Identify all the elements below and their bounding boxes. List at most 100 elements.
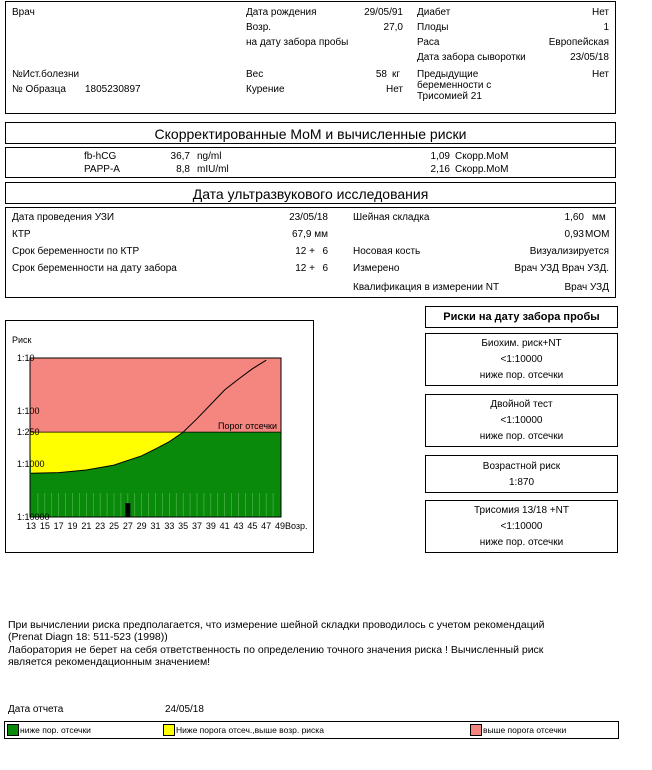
crl-label: КТР [12,229,31,240]
risk-panel-name: Биохим. риск+NT [481,338,562,349]
risk-panel-trisomy: Трисомия 13/18 +NT <1:10000 ниже пор. от… [425,500,618,553]
serum-date-value: 23/05/18 [570,52,609,63]
mom-row-unit: ng/ml [197,151,222,162]
risks-title-box [425,306,618,328]
x-tick-label: 39 [206,521,216,531]
mom-row-unit: mIU/ml [197,164,229,175]
weight-value: 58 [375,69,387,80]
mom-row-mom-label: Скорр.MoM [455,151,509,162]
mom-row-value: 8,8 [176,164,190,175]
x-tick-label: 49 [275,521,285,531]
measured-label: Измерено [353,263,400,274]
serum-date-label: Дата забора сыворотки [417,52,526,63]
x-tick-label: 27 [123,521,133,531]
prev-label-1: Предыдущие [417,69,479,80]
risk-panel-age: Возрастной риск 1:870 [425,455,618,493]
mom-row-name: fb-hCG [84,151,117,162]
y-tick-label: 1:10000 [17,512,50,522]
ga-sample-weeks: 12 + [295,263,315,274]
mom-row-mom: 1,09 [430,151,450,162]
x-tick-label: 37 [192,521,202,531]
prev-label-2: беременности с [417,80,492,91]
age-label: Возр. [246,22,272,33]
age-risk-curve [30,359,267,474]
x-tick-label: 33 [164,521,174,531]
weight-label: Вес [246,69,264,80]
x-tick-label: 41 [220,521,230,531]
weight-unit: кг [392,69,401,80]
nt-mom: 0,93 [564,229,584,240]
patient-risk-marker [125,503,131,517]
chart-risk-label: Риск [12,335,32,345]
x-tick-label: 35 [178,521,188,531]
risk-chart-box [5,320,314,553]
measured-value: Врач УЗД Врач УЗД. [514,263,609,274]
dob-value: 29/05/91 [364,7,403,18]
report-date-value: 24/05/18 [165,704,204,715]
risk-panel-value: <1:10000 [500,415,543,426]
fetus-label: Плоды [417,22,449,33]
legend-green-swatch [7,724,19,736]
legend-red-label: выше порога отсечки [483,725,567,735]
risk-panel-note: ниже пор. отсечки [479,537,564,548]
ga-crl-label: Срок беременности по КТР [12,246,140,257]
mom-row-name: PAPP-A [84,164,120,175]
y-tick-label: 1:250 [17,427,40,437]
sample-value: 1805230897 [85,84,141,95]
qual-value: Врач УЗД [564,282,609,293]
age-value: 27,0 [383,22,403,33]
nasal-label: Носовая кость [353,246,421,257]
ga-sample-label: Срок беременности на дату забора [12,263,177,274]
risks-title: Риски на дату забора пробы [443,311,600,323]
legend-green-label: ниже пор. отсечки [20,725,91,735]
note-line-3: Лаборатория не берет на себя ответственн… [8,644,544,656]
mom-title-box [5,122,616,144]
us-data-box [5,207,616,298]
risk-panel-value: <1:10000 [500,521,543,532]
nt-value: 1,60 [564,212,584,223]
prev-label-3: Трисомией 21 [417,91,482,102]
legend-yellow-label: Ниже порога отсеч.,выше возр. риска [176,725,324,735]
mom-row-value: 36,7 [170,151,190,162]
risk-panel-note: ниже пор. отсечки [479,370,564,381]
nasal-value: Визуализируется [529,246,609,257]
x-tick-label: 21 [81,521,91,531]
legend-box [4,721,619,739]
risk-panel-name: Возрастной риск [482,461,561,472]
us-section-title: Дата ультразвукового исследования [192,186,429,202]
diabetes-value: Нет [591,7,609,18]
risk-panel-double: Двойной тест <1:10000 ниже пор. отсечки [425,394,618,447]
patient-info-box [5,1,616,114]
mom-row-mom: 2,16 [430,164,450,175]
x-tick-label: 29 [137,521,147,531]
risk-panel-biochem: Биохим. риск+NT <1:10000 ниже пор. отсеч… [425,333,618,386]
nt-label: Шейная складка [353,212,430,223]
age-note: на дату забора пробы [246,37,349,48]
qual-label: Квалификация в измерении NT [353,282,500,293]
mom-row-mom-label: Скорр.MoM [455,164,509,175]
x-tick-label: 23 [95,521,105,531]
legend-red-swatch [470,724,482,736]
risk-panel-note: ниже пор. отсечки [479,431,564,442]
risk-panel-value: 1:870 [508,477,535,488]
risk-zone-above-cutoff [30,358,281,433]
risk-panel-value: <1:10000 [500,354,543,365]
us-date-label: Дата проведения УЗИ [12,212,115,223]
y-tick-label: 1:100 [17,406,40,416]
x-tick-label: 13 [26,521,36,531]
legend-yellow-swatch [163,724,175,736]
nt-mom-unit: MOM [585,229,610,240]
cutoff-label: Порог отсечки [218,421,277,431]
smoking-value: Нет [385,84,403,95]
fetus-value: 1 [603,22,609,33]
risk-chart: Порог отсечки 1:10 1:100 1:250 1:1000 1:10000… [17,353,308,531]
x-tick-label: 45 [247,521,257,531]
note-line-4: является рекомендационным значением! [8,656,211,668]
dob-label: Дата рождения [246,7,317,18]
note-line-1: При вычислении риска предполагается, что… [8,619,545,631]
x-tick-label: 17 [54,521,64,531]
sample-label: № Образца [12,84,66,95]
race-label: Раса [417,37,440,48]
us-date-value: 23/05/18 [289,212,328,223]
mom-section-title: Скорректированные MoM и вычисленные риск… [154,126,467,142]
